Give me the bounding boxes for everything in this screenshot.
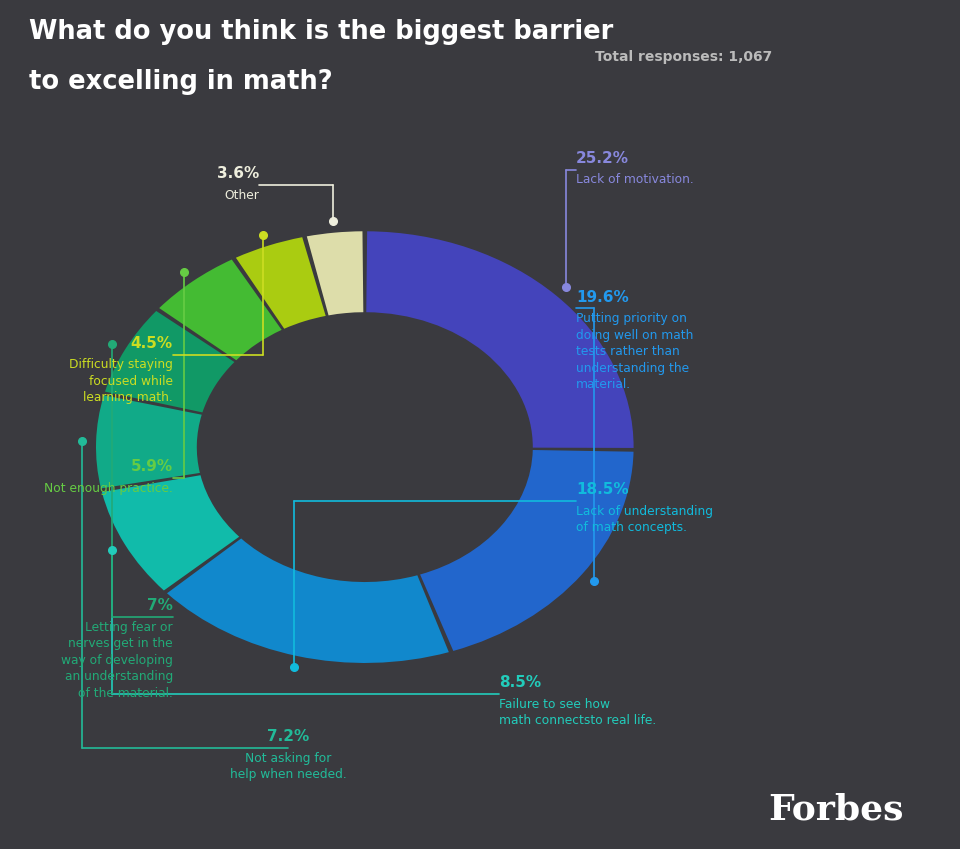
Text: Failure to see how
math connectsto real life.: Failure to see how math connectsto real … xyxy=(499,698,657,727)
Text: What do you think is the biggest barrier: What do you think is the biggest barrier xyxy=(29,20,613,45)
Text: Total responses: 1,067: Total responses: 1,067 xyxy=(595,50,773,65)
Text: to excelling in math?: to excelling in math? xyxy=(29,70,332,95)
Wedge shape xyxy=(102,475,239,591)
Text: Lack of motivation.: Lack of motivation. xyxy=(576,173,694,187)
Text: 18.5%: 18.5% xyxy=(576,482,629,498)
Text: 7.2%: 7.2% xyxy=(267,729,309,744)
Text: 5.9%: 5.9% xyxy=(131,459,173,474)
Text: 19.6%: 19.6% xyxy=(576,290,629,305)
Text: 8.5%: 8.5% xyxy=(499,675,541,690)
Text: Letting fear or
nerves get in the
way of developing
an understanding
of the mate: Letting fear or nerves get in the way of… xyxy=(60,621,173,700)
Text: Difficulty staying
focused while
learning math.: Difficulty staying focused while learnin… xyxy=(69,358,173,404)
Text: Other: Other xyxy=(225,188,259,202)
Text: Putting priority on
doing well on math
tests rather than
understanding the
mater: Putting priority on doing well on math t… xyxy=(576,312,693,391)
Text: 25.2%: 25.2% xyxy=(576,151,629,166)
Wedge shape xyxy=(420,450,634,651)
Wedge shape xyxy=(236,237,325,329)
Wedge shape xyxy=(105,311,234,413)
Text: 3.6%: 3.6% xyxy=(217,166,259,181)
Text: 4.5%: 4.5% xyxy=(131,335,173,351)
Text: Lack of understanding
of math concepts.: Lack of understanding of math concepts. xyxy=(576,505,713,534)
Wedge shape xyxy=(159,260,281,360)
Wedge shape xyxy=(307,231,363,315)
Wedge shape xyxy=(367,231,634,448)
Text: Not asking for
help when needed.: Not asking for help when needed. xyxy=(229,751,347,781)
Wedge shape xyxy=(96,396,202,488)
Text: 7%: 7% xyxy=(147,598,173,613)
Text: Forbes: Forbes xyxy=(768,793,903,827)
Wedge shape xyxy=(167,538,449,663)
Text: Not enough practice.: Not enough practice. xyxy=(44,481,173,495)
